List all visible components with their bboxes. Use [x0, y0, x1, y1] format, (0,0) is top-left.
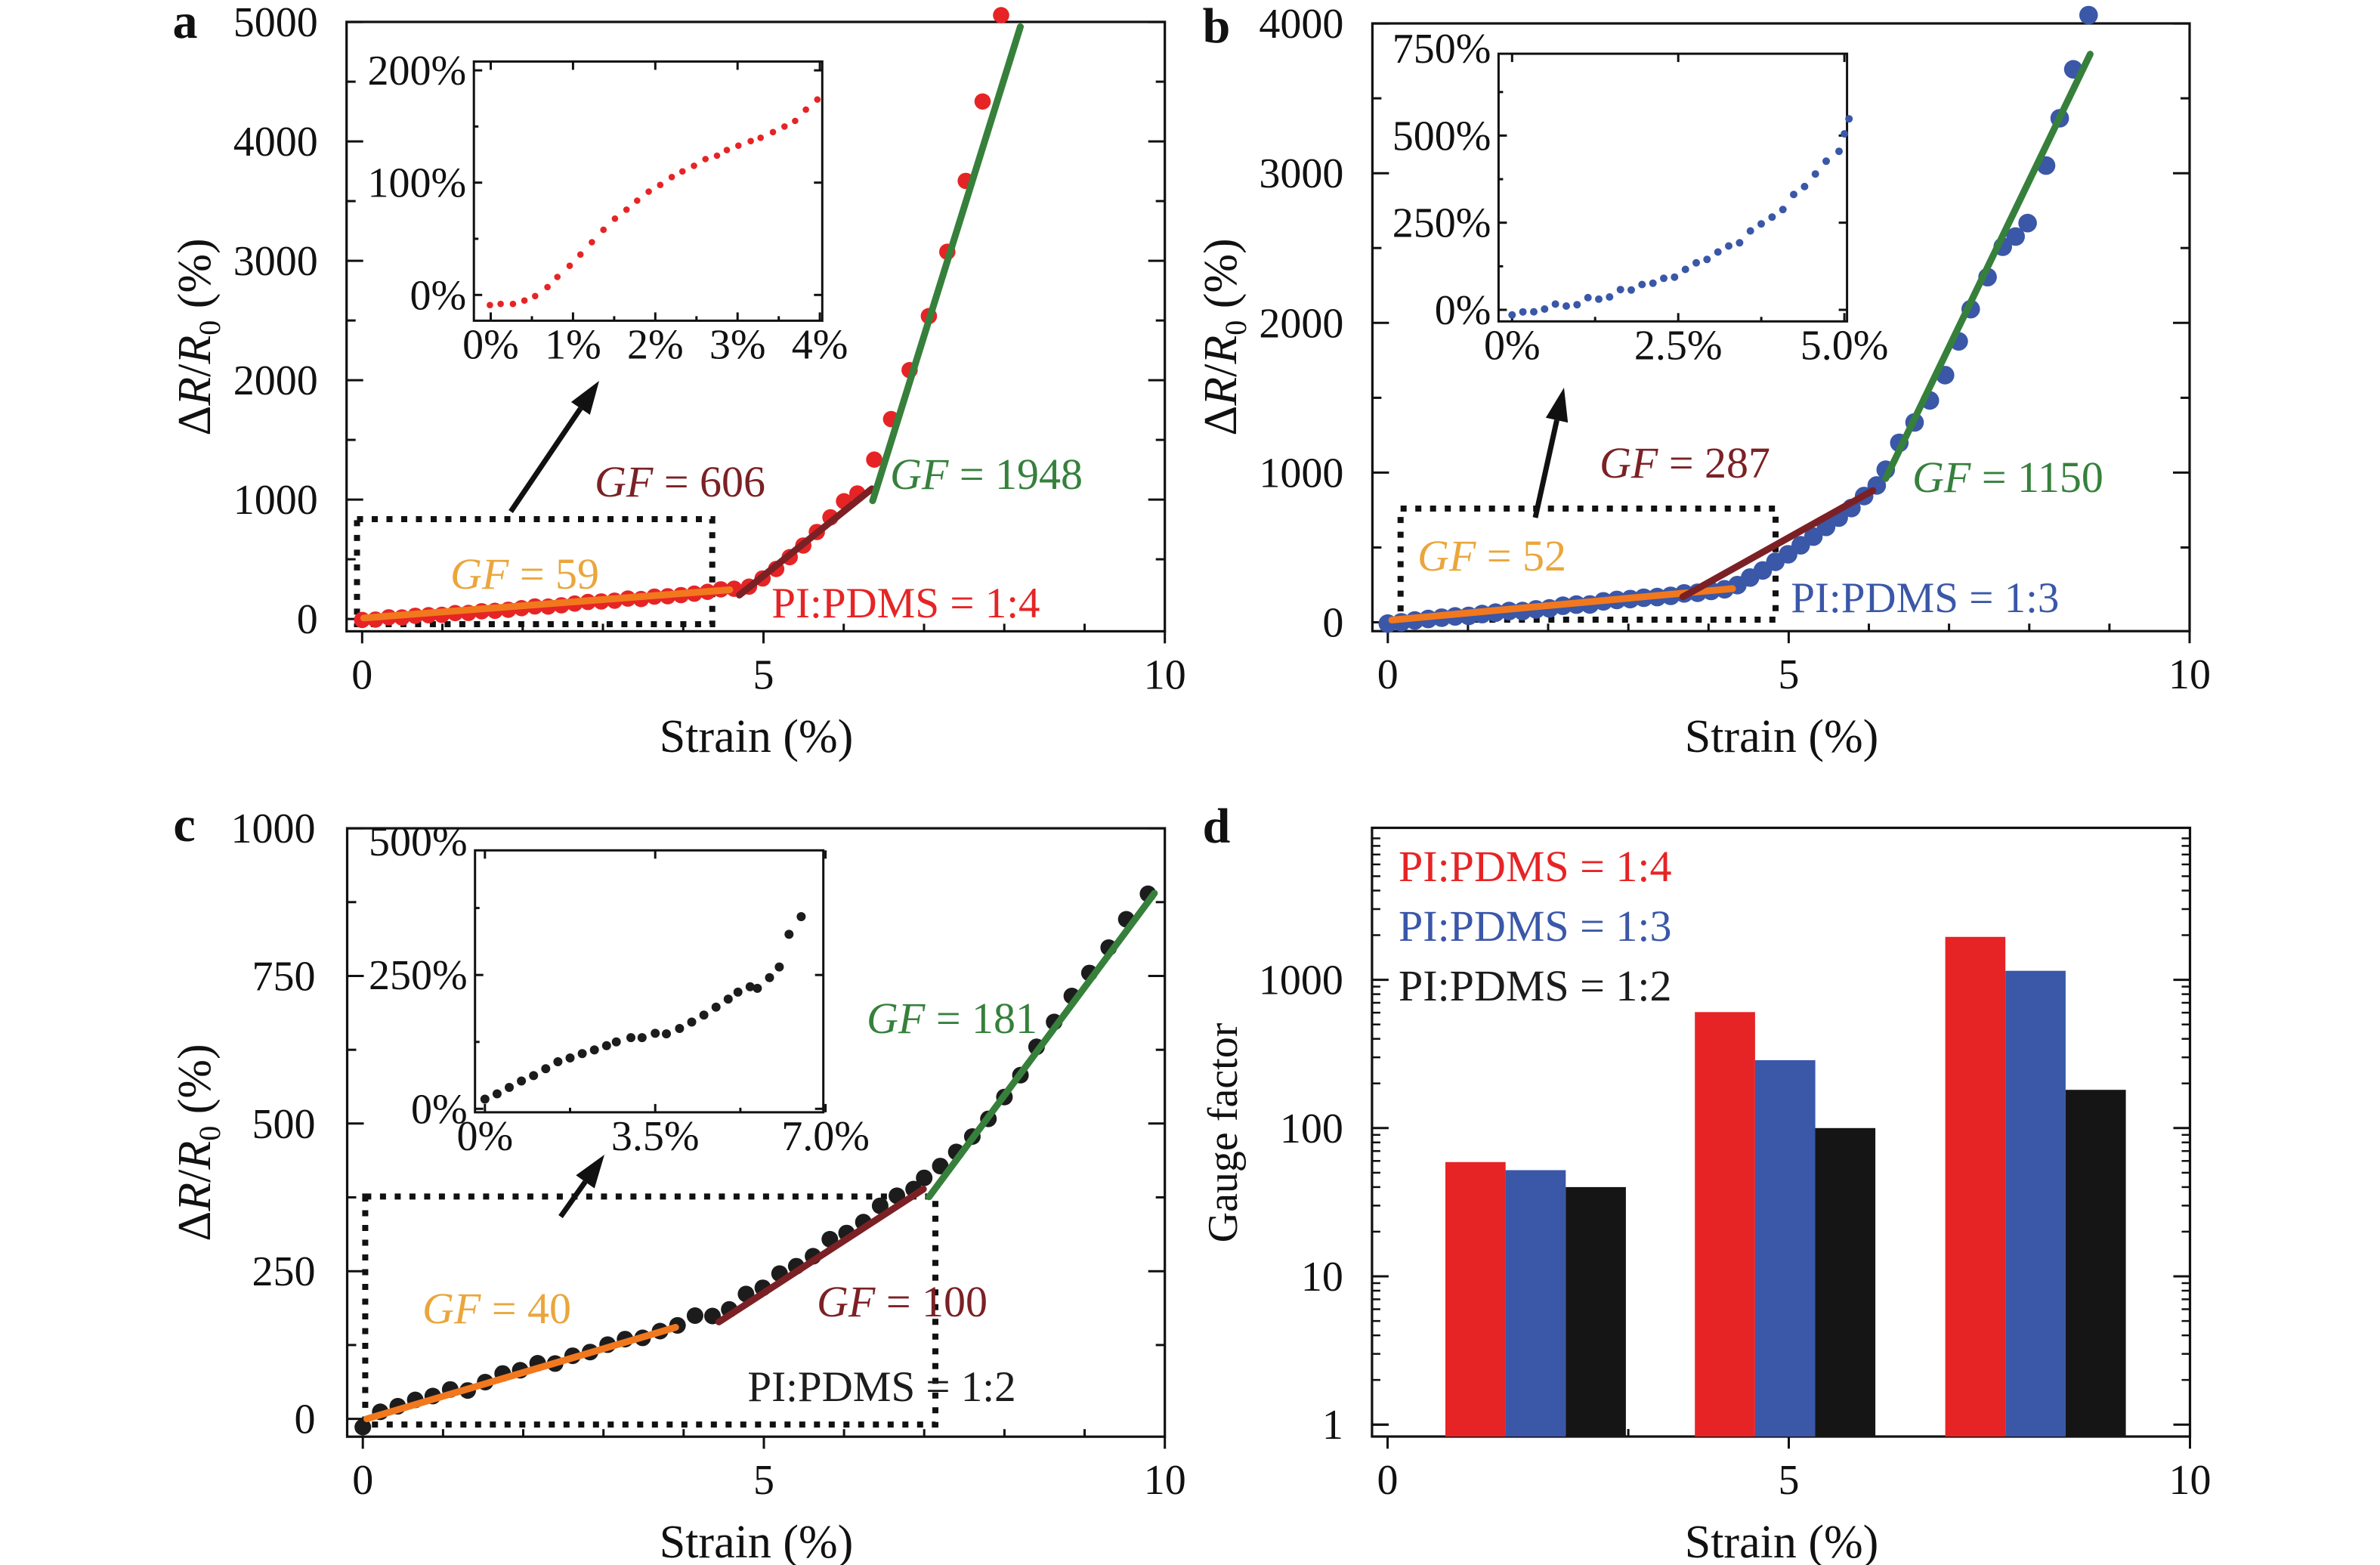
- svg-text:PI:PDMS = 1:4: PI:PDMS = 1:4: [771, 580, 1040, 627]
- svg-text:10: 10: [2168, 651, 2211, 698]
- svg-text:GF = 606: GF = 606: [595, 457, 765, 506]
- svg-text:1000: 1000: [231, 806, 316, 852]
- svg-text:0: 0: [352, 1457, 373, 1504]
- svg-text:1: 1: [1322, 1402, 1343, 1449]
- svg-text:5: 5: [753, 651, 774, 698]
- svg-text:250: 250: [252, 1248, 316, 1295]
- svg-text:PI:PDMS = 1:2: PI:PDMS = 1:2: [747, 1363, 1015, 1411]
- svg-text:d: d: [1203, 799, 1231, 854]
- svg-text:500%: 500%: [369, 818, 468, 865]
- svg-text:GF = 287: GF = 287: [1600, 438, 1770, 487]
- svg-text:c: c: [173, 797, 195, 852]
- svg-text:Strain (%): Strain (%): [1685, 1517, 1879, 1565]
- svg-text:1000: 1000: [1259, 450, 1343, 496]
- svg-text:ΔR/R0 (%): ΔR/R0 (%): [169, 238, 227, 435]
- svg-text:2000: 2000: [233, 357, 318, 404]
- svg-text:0%: 0%: [411, 1086, 468, 1133]
- svg-text:GF = 100: GF = 100: [817, 1277, 988, 1326]
- svg-text:10: 10: [1301, 1254, 1343, 1301]
- svg-text:3000: 3000: [1259, 150, 1343, 197]
- svg-text:ΔR/R0 (%): ΔR/R0 (%): [1195, 238, 1253, 435]
- svg-text:Strain (%): Strain (%): [1685, 711, 1879, 762]
- svg-text:PI:PDMS = 1:3: PI:PDMS = 1:3: [1399, 902, 1671, 951]
- svg-text:750: 750: [252, 954, 316, 1001]
- svg-text:0%: 0%: [1484, 322, 1541, 369]
- svg-text:0%: 0%: [410, 272, 467, 319]
- svg-text:4000: 4000: [1259, 1, 1343, 48]
- svg-text:5.0%: 5.0%: [1800, 322, 1889, 369]
- svg-text:PI:PDMS = 1:4: PI:PDMS = 1:4: [1399, 842, 1671, 891]
- svg-text:0: 0: [351, 651, 372, 698]
- svg-text:0%: 0%: [1435, 287, 1491, 334]
- svg-text:0: 0: [1377, 651, 1399, 698]
- svg-text:Gauge factor: Gauge factor: [1200, 1022, 1247, 1242]
- svg-text:GF = 1150: GF = 1150: [1912, 453, 2103, 502]
- svg-text:Strain (%): Strain (%): [660, 1517, 854, 1565]
- svg-text:PI:PDMS = 1:3: PI:PDMS = 1:3: [1791, 574, 2059, 622]
- svg-text:2000: 2000: [1259, 300, 1343, 347]
- svg-text:0%: 0%: [456, 1113, 513, 1160]
- svg-text:GF = 40: GF = 40: [422, 1284, 571, 1333]
- svg-text:250%: 250%: [369, 952, 468, 999]
- svg-text:1000: 1000: [1259, 957, 1343, 1004]
- svg-text:GF = 59: GF = 59: [450, 549, 599, 598]
- svg-text:500: 500: [252, 1101, 316, 1148]
- svg-text:2.5%: 2.5%: [1634, 322, 1723, 369]
- svg-text:200%: 200%: [368, 48, 467, 94]
- svg-text:3000: 3000: [233, 238, 318, 285]
- svg-text:5: 5: [753, 1457, 774, 1504]
- svg-text:7.0%: 7.0%: [781, 1113, 870, 1160]
- svg-text:Strain (%): Strain (%): [660, 711, 854, 762]
- svg-text:3.5%: 3.5%: [611, 1113, 700, 1160]
- svg-text:0%: 0%: [462, 321, 519, 368]
- svg-text:10: 10: [2169, 1457, 2212, 1504]
- svg-text:a: a: [173, 0, 198, 49]
- svg-text:GF = 52: GF = 52: [1417, 531, 1566, 580]
- svg-text:5000: 5000: [233, 0, 318, 46]
- svg-text:GF = 181: GF = 181: [867, 994, 1037, 1043]
- svg-text:PI:PDMS = 1:2: PI:PDMS = 1:2: [1399, 961, 1671, 1010]
- svg-text:ΔR/R0 (%): ΔR/R0 (%): [169, 1044, 227, 1241]
- svg-text:10: 10: [1144, 651, 1186, 698]
- svg-text:10: 10: [1144, 1457, 1186, 1504]
- svg-text:GF = 1948: GF = 1948: [890, 450, 1083, 499]
- svg-text:100: 100: [1280, 1106, 1343, 1152]
- svg-text:500%: 500%: [1392, 113, 1491, 159]
- svg-text:5: 5: [1779, 1457, 1800, 1504]
- svg-text:750%: 750%: [1392, 26, 1491, 73]
- svg-text:4000: 4000: [233, 119, 318, 165]
- svg-text:3%: 3%: [709, 321, 766, 368]
- svg-text:5: 5: [1778, 651, 1799, 698]
- svg-text:0: 0: [1377, 1457, 1399, 1504]
- svg-text:1%: 1%: [545, 321, 601, 368]
- svg-text:1000: 1000: [233, 477, 318, 524]
- svg-text:250%: 250%: [1392, 200, 1491, 247]
- svg-text:0: 0: [297, 596, 318, 643]
- svg-text:0: 0: [1322, 600, 1343, 647]
- svg-text:4%: 4%: [792, 321, 848, 368]
- svg-text:100%: 100%: [368, 160, 467, 207]
- svg-text:b: b: [1203, 0, 1231, 54]
- svg-text:0: 0: [295, 1396, 316, 1443]
- svg-text:2%: 2%: [627, 321, 684, 368]
